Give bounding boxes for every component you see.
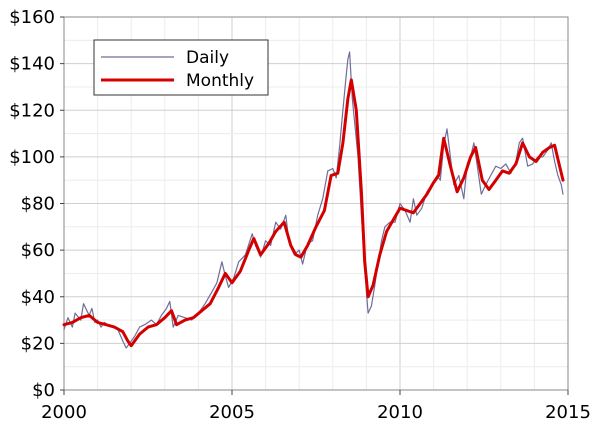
legend-label-daily: Daily xyxy=(186,48,229,68)
series-line-monthly xyxy=(62,78,565,348)
y-tick-label: $60 xyxy=(21,240,55,261)
x-tick-label: 2000 xyxy=(41,402,87,423)
legend-label-monthly: Monthly xyxy=(186,71,254,91)
y-tick-label: $100 xyxy=(9,147,55,168)
y-tick-label: $160 xyxy=(9,7,55,28)
y-tick-label: $40 xyxy=(21,287,55,308)
y-tick-label: $20 xyxy=(21,333,55,354)
y-tick-label: $80 xyxy=(21,194,55,215)
x-tick-label: 2005 xyxy=(209,402,255,423)
series-line-daily xyxy=(63,51,564,349)
x-tick-label: 2015 xyxy=(545,402,591,423)
series-layer xyxy=(62,51,565,349)
y-tick-label: $140 xyxy=(9,54,55,75)
y-tick-label: $0 xyxy=(32,380,55,401)
legend: Daily Monthly xyxy=(93,39,269,96)
axes: $0 $20 $40 $60 $80 $100 $120 $140 $160 2000 2005 20… xyxy=(9,7,591,423)
y-tick-label: $120 xyxy=(9,100,55,121)
legend-box xyxy=(93,39,269,96)
x-tick-label: 2010 xyxy=(377,402,423,423)
